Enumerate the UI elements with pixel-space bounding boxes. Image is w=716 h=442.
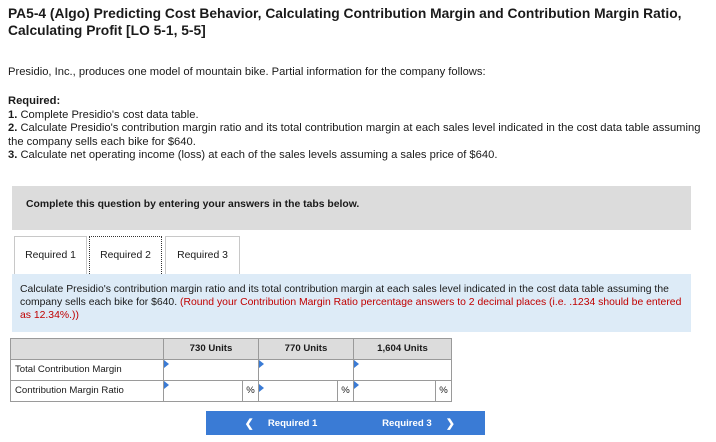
- total-cm-770-input[interactable]: [259, 360, 353, 381]
- required-item-2: 2. Calculate Presidio's contribution mar…: [8, 122, 708, 149]
- required-section: Required: 1. Complete Presidio's cost da…: [8, 95, 708, 163]
- tab-required-1[interactable]: Required 1: [14, 236, 87, 274]
- input-flag-icon: [354, 381, 359, 389]
- required-item-text: Complete Presidio's cost data table.: [17, 108, 199, 121]
- percent-sign: %: [435, 380, 452, 402]
- input-flag-icon: [164, 360, 169, 368]
- required-item-number: 2.: [8, 122, 18, 135]
- total-cm-730-cell: [163, 359, 259, 381]
- next-required-3-button[interactable]: Required 3 ❯: [352, 411, 485, 435]
- answer-table: 730 Units 770 Units 1,604 Units Total Co…: [10, 338, 452, 402]
- instruction-panel: Calculate Presidio's contribution margin…: [12, 274, 691, 332]
- rounding-note: (Round your Contribution Margin Ratio pe…: [20, 297, 682, 322]
- total-cm-730-input[interactable]: [164, 360, 258, 381]
- complete-question-text: Complete this question by entering your …: [26, 199, 360, 210]
- table-corner-header: [10, 338, 164, 360]
- column-header: 770 Units: [258, 338, 354, 360]
- cm-ratio-770-input[interactable]: [259, 381, 337, 402]
- total-cm-1604-cell: [353, 359, 452, 381]
- tab-required-3[interactable]: Required 3: [165, 236, 240, 274]
- input-flag-icon: [259, 360, 264, 368]
- input-flag-icon: [354, 360, 359, 368]
- column-header: 730 Units: [163, 338, 259, 360]
- chevron-left-icon: ❮: [244, 417, 254, 430]
- intro-text: Presidio, Inc., produces one model of mo…: [8, 66, 486, 78]
- required-heading: Required:: [8, 95, 61, 107]
- cm-ratio-1604-cell: [353, 380, 436, 402]
- required-item-number: 1.: [8, 108, 18, 121]
- required-item-text: Calculate Presidio's contribution margin…: [8, 122, 701, 148]
- row-label-contribution-margin-ratio: Contribution Margin Ratio: [10, 380, 164, 402]
- input-flag-icon: [164, 381, 169, 389]
- page-title: PA5-4 (Algo) Predicting Cost Behavior, C…: [8, 6, 682, 38]
- cm-ratio-730-cell: [163, 380, 243, 402]
- chevron-right-icon: ❯: [445, 417, 455, 430]
- cm-ratio-730-input[interactable]: [164, 381, 242, 402]
- complete-question-banner: Complete this question by entering your …: [12, 186, 691, 230]
- cm-ratio-770-cell: [258, 380, 338, 402]
- percent-sign: %: [337, 380, 354, 402]
- required-item-text: Calculate net operating income (loss) at…: [17, 149, 498, 162]
- input-flag-icon: [259, 384, 264, 392]
- column-header: 1,604 Units: [353, 338, 452, 360]
- total-cm-1604-input[interactable]: [354, 360, 451, 381]
- percent-sign: %: [242, 380, 259, 402]
- next-button-label: Required 3: [382, 417, 432, 429]
- required-item-number: 3.: [8, 149, 18, 162]
- total-cm-770-cell: [258, 359, 354, 381]
- row-label-total-contribution-margin: Total Contribution Margin: [10, 359, 164, 381]
- instruction-text: Calculate Presidio's contribution margin…: [20, 284, 669, 309]
- previous-required-1-button[interactable]: ❮ Required 1: [206, 411, 356, 435]
- required-item-3: 3. Calculate net operating income (loss)…: [8, 149, 708, 163]
- tab-required-2[interactable]: Required 2: [89, 236, 162, 274]
- previous-button-label: Required 1: [267, 417, 318, 429]
- cm-ratio-1604-input[interactable]: [354, 381, 435, 402]
- required-item-1: 1. Complete Presidio's cost data table.: [8, 109, 708, 123]
